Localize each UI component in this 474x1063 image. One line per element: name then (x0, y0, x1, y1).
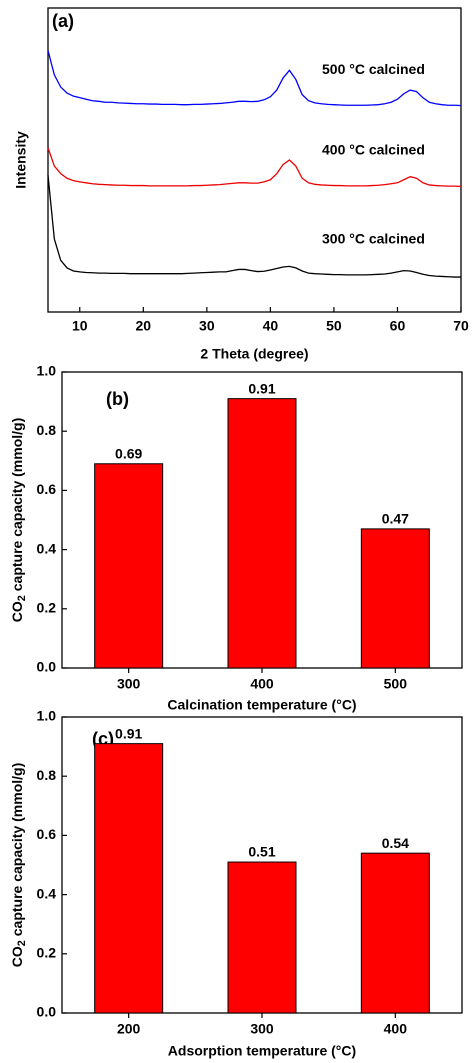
y-axis-label-part: CO (9, 946, 25, 967)
y-axis-label: CO2 capture capacity (mmol/g) (9, 763, 28, 968)
series-label: 300 °C calcined (322, 231, 425, 247)
bar-value-label: 0.51 (248, 844, 275, 860)
y-axis-label-part: capture capacity (mmol/g) (9, 763, 25, 940)
x-tick-label: 400 (250, 676, 274, 692)
x-tick-label: 50 (326, 318, 342, 334)
x-tick-label: 30 (199, 318, 215, 334)
y-tick-label: 0.8 (37, 422, 57, 438)
x-axis-label: Calcination temperature (°C) (167, 697, 356, 713)
bar (227, 861, 297, 1014)
y-tick-label: 0.4 (37, 540, 57, 556)
y-tick-label: 0.8 (37, 767, 57, 783)
x-axis-label: Adsorption temperature (°C) (168, 1043, 356, 1059)
bar-value-label: 0.47 (382, 511, 409, 527)
bar (94, 743, 164, 1014)
x-tick-label: 10 (72, 318, 88, 334)
x-tick-label: 300 (250, 1021, 274, 1037)
bar (227, 398, 297, 669)
y-tick-label: 0.6 (37, 481, 57, 497)
bar-value-label: 0.91 (248, 380, 275, 396)
x-tick-label: 40 (263, 318, 279, 334)
y-axis-label: CO2 capture capacity (mmol/g) (9, 418, 28, 623)
y-axis-label-sub: 2 (16, 595, 28, 601)
x-tick-label: 300 (117, 676, 141, 692)
bar (360, 528, 430, 669)
y-tick-label: 0.2 (37, 600, 57, 616)
series-line (47, 175, 461, 278)
series-line (47, 50, 462, 107)
x-tick-label: 20 (136, 318, 152, 334)
y-axis-label-part: CO (9, 601, 25, 622)
y-tick-label: 0.0 (37, 1004, 57, 1020)
x-tick-label: 400 (384, 1021, 408, 1037)
y-axis-label: Intensity (13, 131, 29, 189)
y-tick-label: 0.6 (37, 826, 57, 842)
y-tick-label: 1.0 (37, 708, 57, 724)
bar-value-label: 0.54 (382, 835, 409, 851)
bar-value-label: 0.69 (115, 445, 142, 461)
panel-label: (a) (52, 11, 74, 31)
x-axis-label: 2 Theta (degree) (200, 346, 308, 362)
series-label: 500 °C calcined (322, 61, 425, 77)
plot-frame (47, 7, 462, 313)
bar (360, 852, 430, 1014)
x-tick-label: 60 (390, 318, 406, 334)
y-axis-label-part: capture capacity (mmol/g) (9, 418, 25, 595)
x-tick-label: 200 (117, 1021, 141, 1037)
series-line (47, 147, 462, 188)
x-tick-label: 70 (453, 318, 469, 334)
y-tick-label: 1.0 (37, 363, 57, 379)
y-tick-label: 0.2 (37, 945, 57, 961)
x-tick-label: 500 (384, 676, 408, 692)
panel-label: (b) (106, 389, 129, 409)
bar (94, 463, 164, 669)
y-tick-label: 0.0 (37, 659, 57, 675)
y-axis-label-sub: 2 (16, 940, 28, 946)
y-tick-label: 0.4 (37, 885, 57, 901)
bar-value-label: 0.91 (115, 725, 142, 741)
series-label: 400 °C calcined (322, 142, 425, 158)
